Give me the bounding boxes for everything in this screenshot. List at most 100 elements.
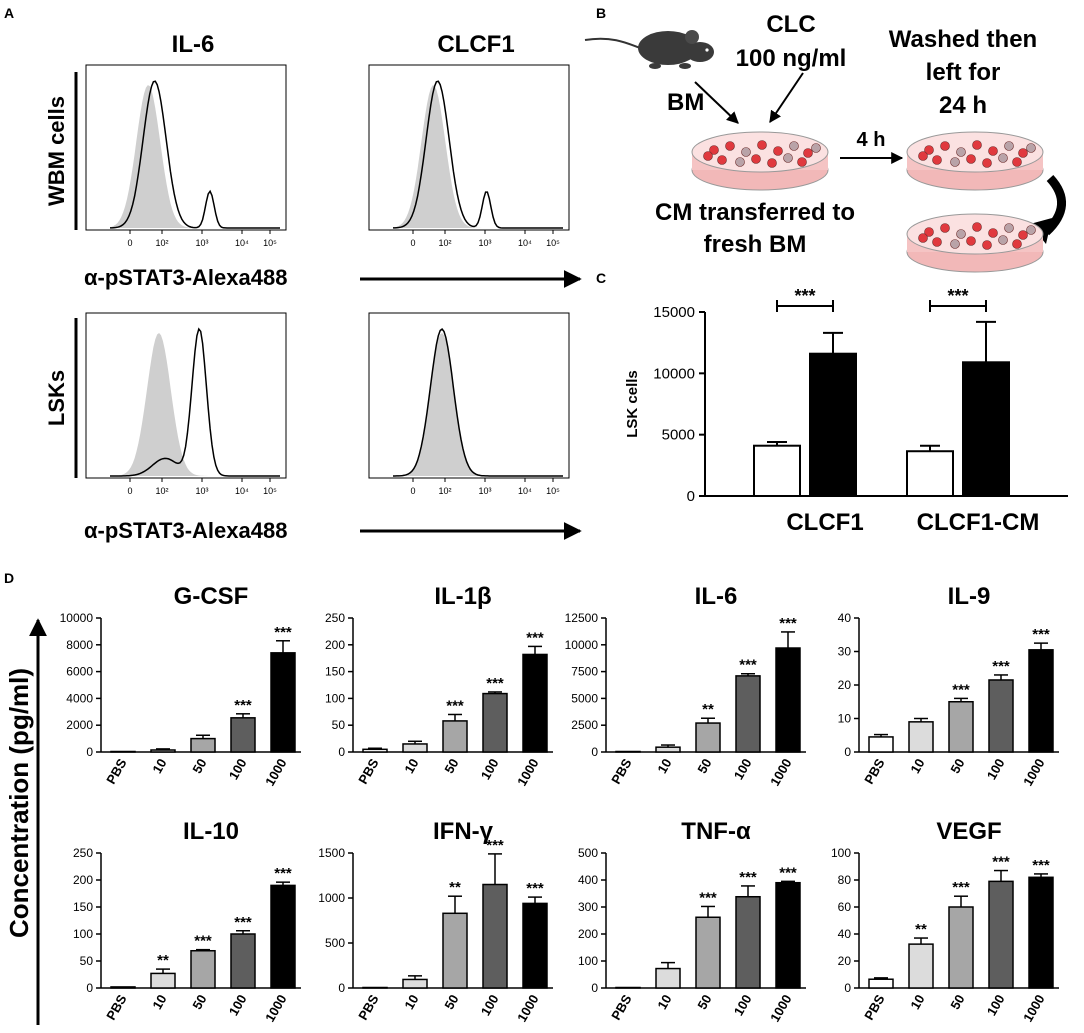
- d-bar: [442, 720, 468, 753]
- d-category-label: 10: [149, 992, 169, 1012]
- d-bar: [402, 743, 428, 753]
- d-significance: ***: [739, 869, 757, 886]
- d-category-label: 1000: [514, 992, 541, 1025]
- d-bar: [655, 967, 681, 989]
- d-category-label: 10: [401, 992, 421, 1012]
- d-y-tick-label: 10: [838, 712, 852, 726]
- c-y-tick-label: 0: [687, 488, 695, 505]
- d-y-tick-label: 50: [80, 954, 94, 968]
- culture-dish: [691, 131, 829, 191]
- d-category-label: 10: [149, 756, 169, 776]
- d-category-label: 50: [189, 992, 209, 1012]
- c-bar-control: [906, 450, 954, 497]
- d-y-tick-label: 200: [73, 873, 93, 887]
- d-category-label: 50: [947, 992, 967, 1012]
- d-category-label: 10: [907, 756, 927, 776]
- histogram-control-fill: [110, 333, 280, 476]
- cell-icon: [956, 147, 966, 157]
- d-significance: ***: [952, 879, 970, 896]
- d-bar: [655, 746, 681, 753]
- c-y-tick-label: 5000: [662, 427, 695, 444]
- d-panel-il-10: IL-10 0 50 100 150 200 250 PBS ** 10 *** 50 *** 100 **…: [73, 818, 301, 1025]
- d-bar: [270, 884, 296, 989]
- panel-c-lsk-bar-chart: LSK cells 0 5000 10000 15000 *** *** CLCF1 CL…: [624, 286, 1068, 536]
- cell-icon: [918, 151, 928, 161]
- histogram-stained-outline: [110, 327, 280, 477]
- d-panel-ifn-: IFN-γ 0 500 1000 1500 PBS 10 ** 50 *** 100 *** 1000: [318, 818, 553, 1025]
- culture-dish: [906, 213, 1044, 273]
- washed-label-3: 24 h: [939, 92, 987, 119]
- d-significance: **: [702, 701, 714, 718]
- d-significance: **: [157, 952, 169, 969]
- d-y-tick-label: 150: [73, 900, 93, 914]
- d-y-tick-label: 0: [86, 981, 93, 995]
- d-bar: [908, 721, 934, 753]
- cell-icon: [950, 157, 960, 167]
- histogram-tick-label: 10³: [478, 486, 491, 496]
- cell-icon: [741, 147, 751, 157]
- d-significance: ***: [446, 697, 464, 714]
- panel-letter-b: B: [596, 5, 606, 21]
- histogram-tick-label: 10⁵: [263, 486, 277, 496]
- d-y-tick-label: 80: [838, 873, 852, 887]
- d-panel-title: G-CSF: [174, 583, 249, 610]
- d-category-label: 1000: [1020, 756, 1047, 789]
- d-bar: [988, 679, 1014, 753]
- histogram-frame: [368, 64, 570, 231]
- d-category-label: PBS: [355, 756, 382, 787]
- d-y-tick-label: 60: [838, 900, 852, 914]
- d-panel-title: TNF-α: [681, 818, 751, 845]
- row-label-wbm: WBM cells: [44, 96, 69, 206]
- d-y-tick-label: 20: [838, 678, 852, 692]
- histogram-tick-label: 10⁵: [546, 238, 560, 248]
- washed-label-1: Washed then: [889, 26, 1037, 53]
- histogram-control-fill: [393, 333, 563, 476]
- panel-a-flow-histograms: IL-6 CLCF1 WBM cells LSKs α-pSTAT3-Alexa…: [44, 31, 582, 543]
- panel-letter-d: D: [4, 570, 14, 586]
- d-panel-vegf: VEGF 0 20 40 60 80 100 PBS ** 10 *** 50 *** 100 *** 100…: [831, 818, 1059, 1025]
- d-significance: ***: [952, 681, 970, 698]
- histogram-stained-outline: [393, 80, 563, 229]
- d-category-label: PBS: [103, 756, 130, 787]
- d-bar: [868, 978, 894, 989]
- d-y-tick-label: 300: [578, 900, 598, 914]
- d-category-label: 50: [441, 756, 461, 776]
- d-category-label: 50: [694, 756, 714, 776]
- d-category-label: 100: [984, 992, 1008, 1018]
- d-bar: [482, 883, 508, 989]
- histogram-frame: [368, 312, 570, 479]
- cm-label-1: CM transferred to: [655, 199, 855, 226]
- c-y-tick-label: 15000: [653, 304, 695, 321]
- histogram-tick-label: 0: [410, 238, 415, 248]
- d-y-tick-label: 12500: [565, 611, 599, 625]
- cell-icon: [703, 151, 713, 161]
- d-significance: ***: [992, 854, 1010, 871]
- histogram-tick-label: 10²: [438, 486, 451, 496]
- d-y-tick-label: 200: [325, 638, 345, 652]
- cell-icon: [709, 145, 719, 155]
- d-bar: [735, 895, 761, 989]
- histogram-lsk-clcf1: 0 10² 10³ 10⁴ 10⁵: [368, 312, 570, 496]
- cell-icon: [1004, 141, 1014, 151]
- histogram-tick-label: 10⁴: [235, 486, 249, 496]
- d-bar: [190, 949, 216, 989]
- d-significance: ***: [1032, 626, 1050, 643]
- mouse-icon: [584, 30, 714, 69]
- washed-label-2: left for: [926, 59, 1001, 86]
- d-bar: [482, 692, 508, 753]
- histogram-tick-label: 10⁵: [546, 486, 560, 496]
- c-category-label-clcf1: CLCF1: [786, 509, 863, 536]
- cell-icon: [924, 145, 934, 155]
- d-category-label: 1000: [262, 992, 289, 1025]
- d-category-label: 10: [654, 756, 674, 776]
- cell-icon: [783, 153, 793, 163]
- d-significance: ***: [779, 615, 797, 632]
- d-category-label: 100: [226, 756, 250, 782]
- d-bar: [948, 906, 974, 989]
- d-panel-g-csf: G-CSF 0 2000 4000 6000 8000 10000 PBS 10 50 *** 100…: [60, 583, 301, 789]
- bm-label: BM: [667, 89, 704, 116]
- d-panel-title: IFN-γ: [433, 818, 494, 845]
- d-bar: [775, 647, 801, 753]
- cell-icon: [932, 237, 942, 247]
